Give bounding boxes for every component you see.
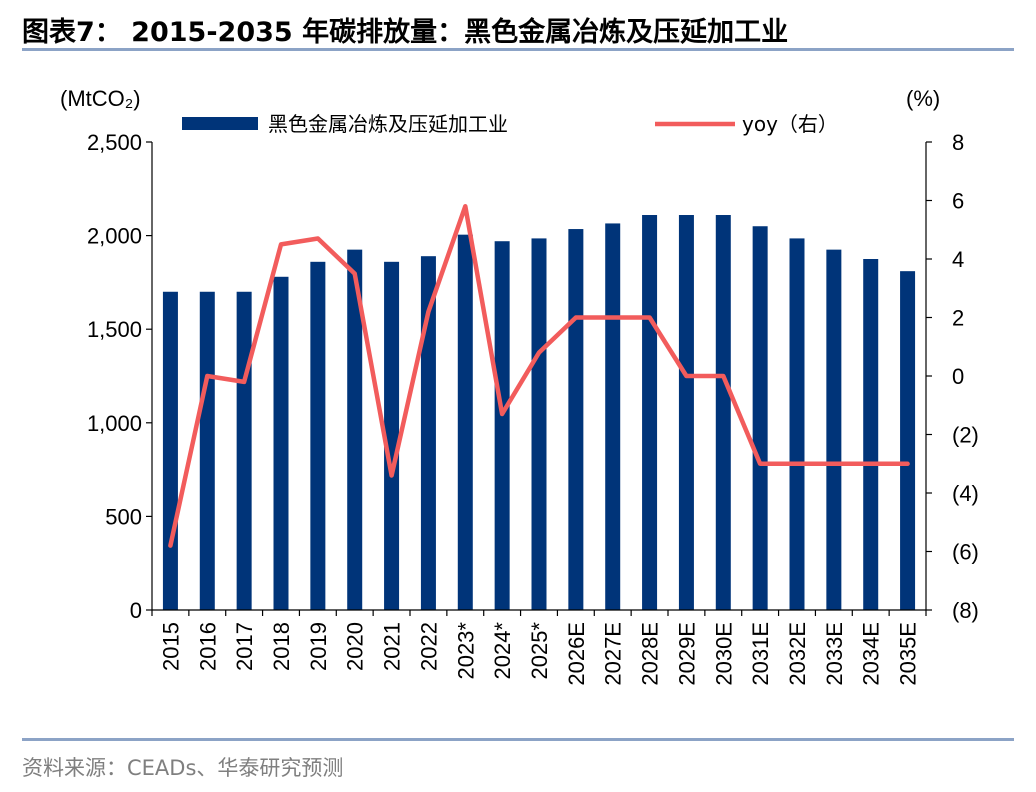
x-tick-label: 2025* [527,622,552,680]
x-tick-label: 2021 [380,622,405,671]
x-tick-label: 2017 [232,622,257,671]
bar-2035E [900,271,916,610]
x-tick-label: 2034E [859,622,884,686]
bar-2031E [752,226,768,611]
bar-2034E [863,259,879,610]
bar-2027E [605,223,621,610]
right-tick-label: 8 [952,130,964,155]
x-tick-label: 2031E [748,622,773,686]
bar-2024* [494,241,510,610]
right-tick-label: 2 [952,306,964,331]
title-divider [22,48,1014,51]
bar-2022 [420,256,436,610]
bar-2032E [789,238,805,610]
bar-2015 [162,291,178,610]
x-tick-label: 2032E [785,622,810,686]
x-tick-label: 2016 [195,622,220,671]
bar-2020 [347,249,363,610]
bar-2025* [531,238,547,610]
x-tick-label: 2033E [822,622,847,686]
legend-line-label: yoy（右） [742,112,838,136]
x-tick-label: 2020 [343,622,368,671]
left-tick-label: 0 [130,598,142,623]
legend-bar-label: 黑色金属冶炼及压延加工业 [268,112,508,136]
bar-2026E [568,229,584,610]
left-axis-unit: (MtCO₂) [60,86,141,111]
footer-divider [22,738,1014,741]
bar-2028E [642,215,658,610]
bar-2033E [826,249,842,610]
x-tick-label: 2024* [490,622,515,680]
right-tick-label: 0 [952,364,964,389]
left-tick-label: 500 [105,504,142,529]
x-tick-label: 2023* [453,622,478,680]
right-tick-label: (6) [952,540,979,565]
bar-2017 [236,291,252,610]
right-tick-label: (4) [952,481,979,506]
x-tick-label: 2027E [601,622,626,686]
x-tick-label: 2026E [564,622,589,686]
x-tick-label: 2015 [158,622,183,671]
bar-2030E [715,215,731,610]
right-tick-label: (8) [952,598,979,623]
x-tick-label: 2030E [711,622,736,686]
x-tick-label: 2019 [306,622,331,671]
x-tick-label: 2018 [269,622,294,671]
bar-2016 [199,291,215,610]
bar-2019 [310,261,326,610]
x-tick-label: 2035E [896,622,921,686]
right-tick-label: 6 [952,189,964,214]
bar-2021 [384,261,400,610]
right-tick-label: 4 [952,247,964,272]
bar-2023* [457,234,473,610]
left-tick-label: 2,000 [87,224,142,249]
bar-2029E [678,215,694,610]
chart-title: 图表7： 2015-2035 年碳排放量：黑色金属冶炼及压延加工业 [22,17,789,48]
left-tick-label: 1,000 [87,411,142,436]
right-axis-unit: (%) [906,86,940,111]
bar-2018 [273,276,289,610]
right-tick-label: (2) [952,423,979,448]
source-note: 资料来源：CEADs、华泰研究预测 [22,756,344,780]
x-tick-label: 2028E [638,622,663,686]
left-tick-label: 2,500 [87,130,142,155]
x-tick-label: 2029E [674,622,699,686]
legend-bar-swatch [182,117,258,130]
x-tick-label: 2022 [416,622,441,671]
left-tick-label: 1,500 [87,317,142,342]
